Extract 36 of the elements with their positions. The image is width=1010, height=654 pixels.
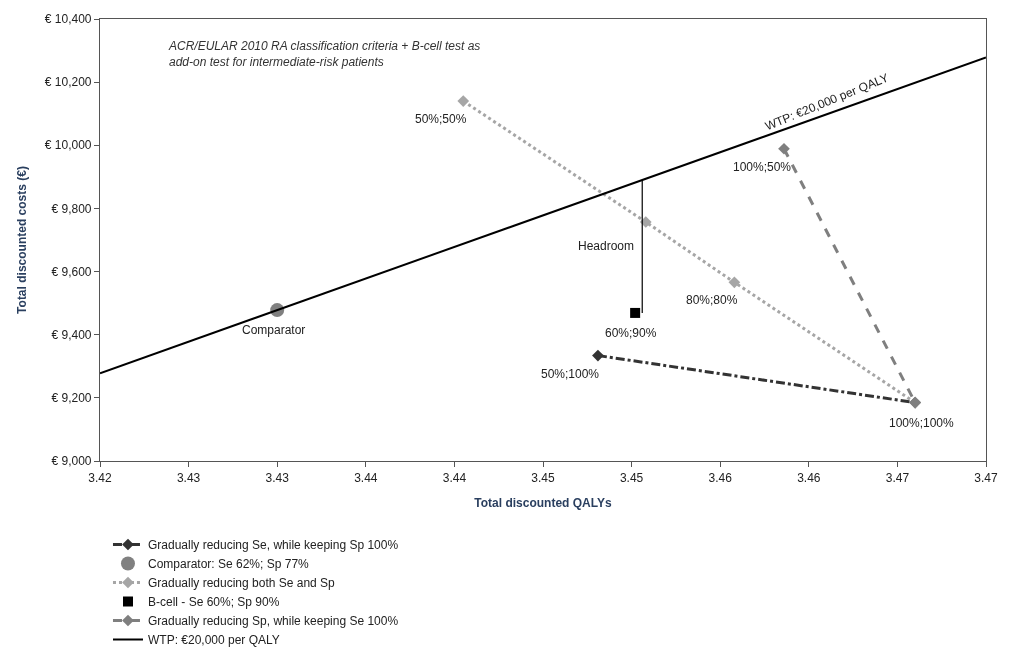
x-tick-label: 3.47 [974,470,998,485]
y-tick-label: € 9,000 [51,454,92,469]
y-axis-title: Total discounted costs (€) [15,166,30,314]
legend-label: Gradually reducing Se, while keeping Sp 100% [147,538,399,553]
y-tick-label: € 10,000 [44,138,92,153]
x-tick-label: 3.47 [885,470,910,485]
legend-label: Gradually reducing both Se and Sp [147,576,336,591]
x-tick-label: 3.43 [265,470,290,485]
x-tick-label: 3.45 [619,470,644,485]
x-tick-label: 3.43 [176,470,201,485]
x-tick-label: 3.46 [708,470,733,485]
y-tick-label: € 9,400 [51,327,92,342]
annotation: ACR/EULAR 2010 RA classification criteria + B-cell test as add-on test for intermediate-risk patients [168,39,481,69]
annotation: 50%;50% [415,112,467,126]
annotation: Comparator [242,323,306,337]
y-tick-label: € 10,200 [44,75,92,90]
x-axis-title: Total discounted QALYs [474,496,612,511]
annotation: Headroom [578,239,635,253]
x-tick-label: 3.42 [88,470,112,485]
annotation: 50%;100% [541,367,600,381]
y-tick-label: € 9,800 [51,201,92,216]
legend-label: B-cell - Se 60%; Sp 90% [147,595,280,610]
legend-label: Comparator: Se 62%; Sp 77% [147,557,310,572]
annotation: 100%;100% [889,416,955,430]
y-tick-label: € 9,200 [51,391,92,406]
annotation: 60%;90% [605,326,657,340]
y-tick-label: € 10,400 [44,12,92,27]
x-tick-label: 3.44 [354,470,378,485]
x-tick-label: 3.45 [531,470,555,485]
legend-label: WTP: €20,000 per QALY [147,633,280,648]
y-tick-label: € 9,600 [51,264,92,279]
x-tick-label: 3.46 [797,470,821,485]
annotation: 80%;80% [686,293,738,307]
legend-label: Gradually reducing Sp, while keeping Se 100% [147,614,399,629]
annotation: 100%;50% [733,160,792,174]
x-tick-label: 3.44 [442,470,467,485]
